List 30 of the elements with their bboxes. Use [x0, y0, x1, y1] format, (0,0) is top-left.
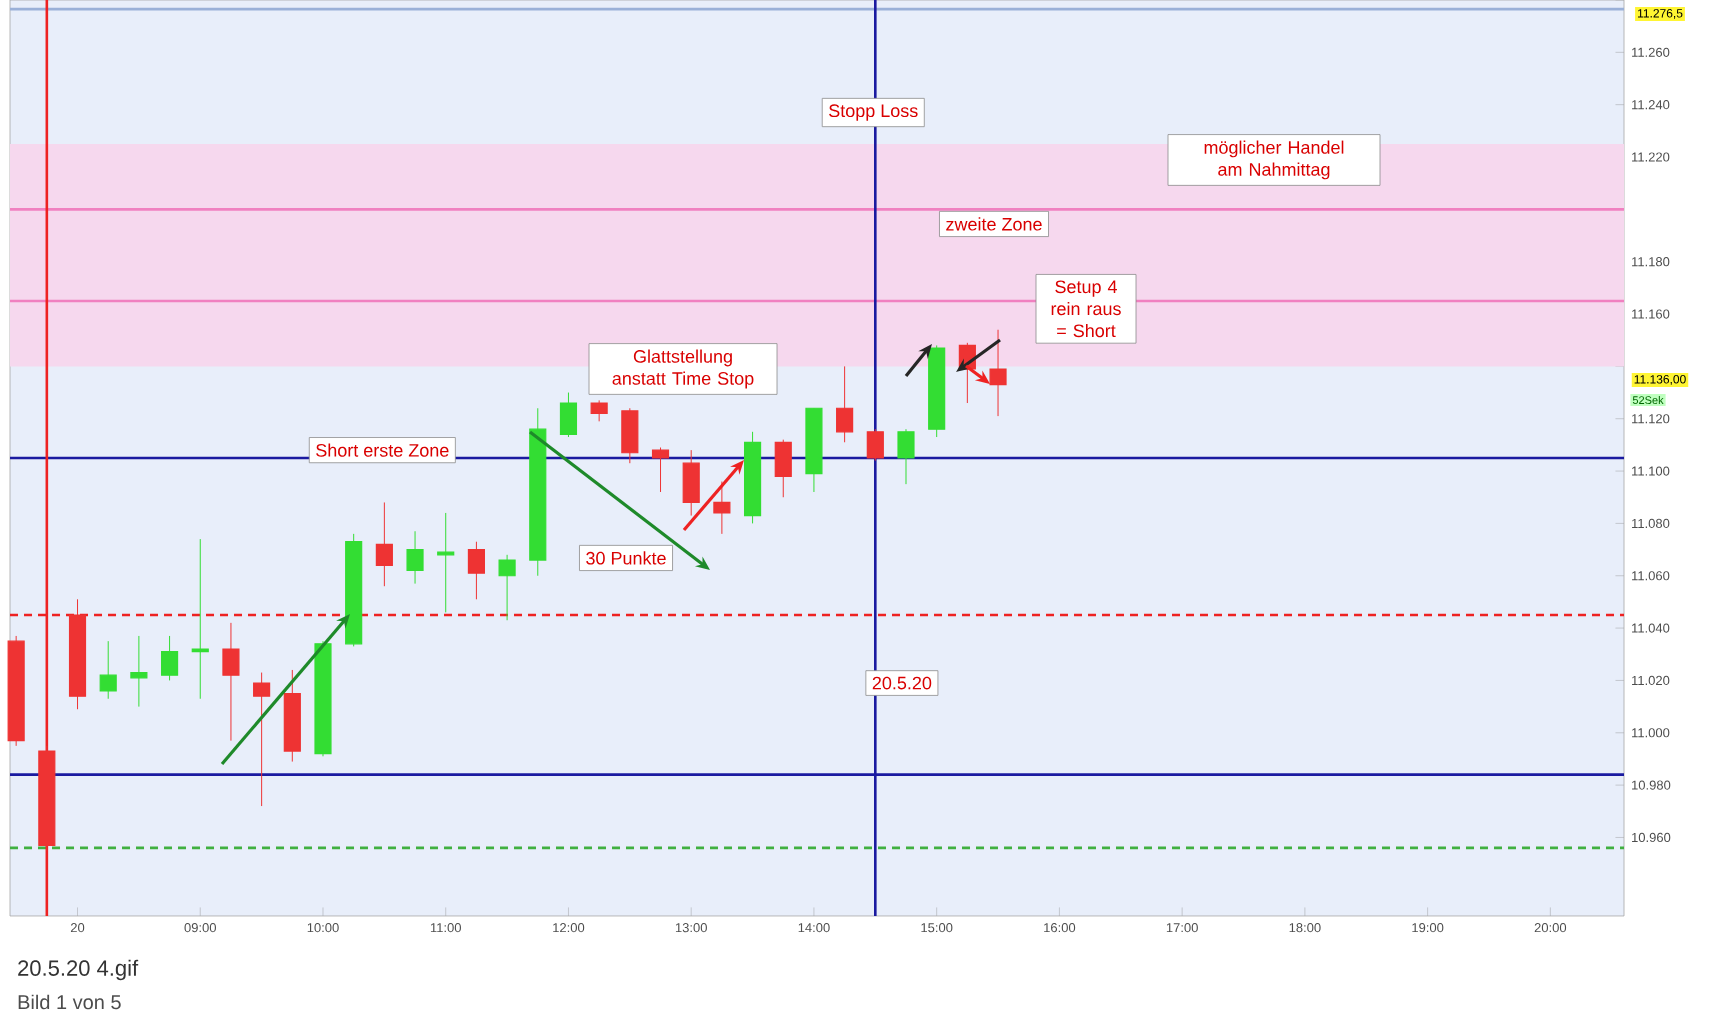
annotation: zweite Zone	[946, 217, 1042, 231]
text: Bild 1 von 5	[18, 994, 121, 1010]
candlestick	[253, 672, 271, 807]
annotation: Stopp Loss	[829, 104, 918, 121]
candlestick	[866, 428, 884, 462]
candlestick	[160, 635, 179, 681]
candlestick	[467, 541, 485, 600]
candlestick	[130, 635, 148, 708]
candlestick	[559, 392, 578, 438]
candlestick	[375, 501, 393, 587]
candlestick	[836, 365, 854, 443]
annotation: 20.5.20	[872, 676, 932, 690]
candlestick	[682, 449, 700, 517]
annotation: Short erste Zone	[316, 443, 449, 457]
candlestick	[222, 622, 240, 742]
annotation: Setup 4 rein raus = Short	[1051, 280, 1121, 338]
candlestick	[191, 538, 209, 700]
candlestick	[651, 447, 670, 493]
text: 20.5.20 4.gif	[18, 959, 139, 981]
candlestick	[498, 554, 516, 621]
candlestick	[406, 530, 424, 585]
annotation: möglicher Handel am Nahmittag	[1204, 140, 1344, 180]
candlestick	[897, 428, 915, 485]
candlestick	[621, 407, 639, 464]
candlestick	[590, 399, 608, 422]
candlestick	[713, 481, 731, 535]
candlestick	[774, 439, 792, 498]
candlestick	[99, 640, 117, 700]
annotation: 30 Punkte	[586, 551, 666, 565]
annotation: Glattstellung anstatt Time Stop	[612, 349, 754, 389]
